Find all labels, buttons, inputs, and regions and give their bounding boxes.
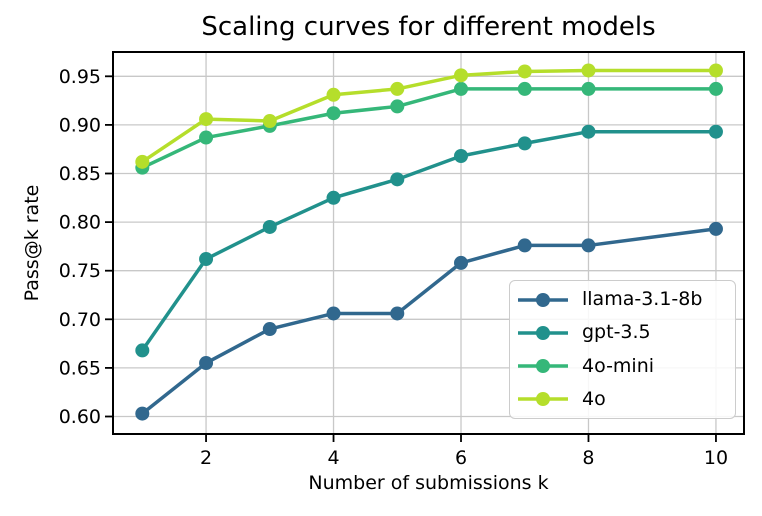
data-point-4o-mini <box>390 99 405 114</box>
legend-item-label: 4o <box>582 387 606 410</box>
x-tick-label: 6 <box>455 447 467 469</box>
x-tick-label: 10 <box>704 447 728 469</box>
legend-line-sample <box>518 325 568 340</box>
data-point-gpt-3.5 <box>454 149 469 164</box>
data-point-llama-3.1-8b <box>454 255 469 270</box>
legend-item: llama-3.1-8b <box>517 290 731 309</box>
legend-item-label: 4o-mini <box>582 354 655 377</box>
data-point-4o <box>708 63 723 78</box>
legend-item: gpt-3.5 <box>517 323 731 342</box>
y-tick-label: 0.65 <box>59 357 101 379</box>
data-point-gpt-3.5 <box>326 190 341 205</box>
data-point-gpt-3.5 <box>390 172 405 187</box>
data-point-4o <box>581 63 596 78</box>
data-point-4o <box>390 81 405 96</box>
y-tick-label: 0.80 <box>59 212 101 234</box>
x-tick-label: 8 <box>582 447 594 469</box>
data-point-4o-mini <box>708 81 723 96</box>
data-point-gpt-3.5 <box>581 124 596 139</box>
data-point-gpt-3.5 <box>708 124 723 139</box>
data-point-llama-3.1-8b <box>262 322 277 337</box>
data-point-gpt-3.5 <box>517 136 532 151</box>
data-point-4o <box>262 114 277 129</box>
legend-line-sample <box>518 392 568 407</box>
data-point-llama-3.1-8b <box>390 306 405 321</box>
legend-item-label: gpt-3.5 <box>582 321 651 344</box>
y-tick-label: 0.60 <box>59 406 101 428</box>
legend-line-sample <box>518 359 568 374</box>
data-point-gpt-3.5 <box>262 219 277 234</box>
x-tick-label: 2 <box>200 447 212 469</box>
series-line-4o-mini <box>141 87 716 170</box>
y-tick-label: 0.90 <box>59 114 101 136</box>
data-point-gpt-3.5 <box>199 252 214 267</box>
data-point-4o-mini <box>199 130 214 145</box>
x-tick-label: 4 <box>327 447 339 469</box>
x-axis-label: Number of submissions k <box>308 472 549 494</box>
data-point-4o <box>199 112 214 127</box>
y-axis-label: Pass@k rate <box>21 184 43 302</box>
data-point-4o <box>517 64 532 79</box>
data-point-4o-mini <box>326 106 341 121</box>
legend-item: 4o <box>517 387 731 410</box>
data-point-llama-3.1-8b <box>135 406 150 421</box>
y-tick-label: 0.85 <box>59 163 101 185</box>
y-tick-label: 0.75 <box>59 260 101 282</box>
data-point-gpt-3.5 <box>135 343 150 358</box>
data-point-4o <box>135 154 150 169</box>
data-point-4o-mini <box>581 81 596 96</box>
series-line-4o <box>141 68 716 164</box>
data-point-4o-mini <box>517 81 532 96</box>
y-tick-label: 0.95 <box>59 66 101 88</box>
data-point-4o <box>326 87 341 102</box>
data-point-llama-3.1-8b <box>199 356 214 371</box>
legend-line-sample <box>518 292 568 307</box>
legend-item: 4o-mini <box>517 354 731 377</box>
legend: llama-3.1-8b gpt-3.5 4o-mini 4o <box>509 280 736 419</box>
chart-title: Scaling curves for different models <box>201 12 656 42</box>
data-point-llama-3.1-8b <box>517 238 532 253</box>
legend-item-label: llama-3.1-8b <box>582 288 703 311</box>
axes-spines <box>112 51 745 435</box>
data-point-4o-mini <box>454 81 469 96</box>
data-point-llama-3.1-8b <box>581 238 596 253</box>
data-point-4o <box>454 68 469 83</box>
data-point-llama-3.1-8b <box>326 306 341 321</box>
y-tick-label: 0.70 <box>59 309 101 331</box>
data-point-llama-3.1-8b <box>708 221 723 236</box>
